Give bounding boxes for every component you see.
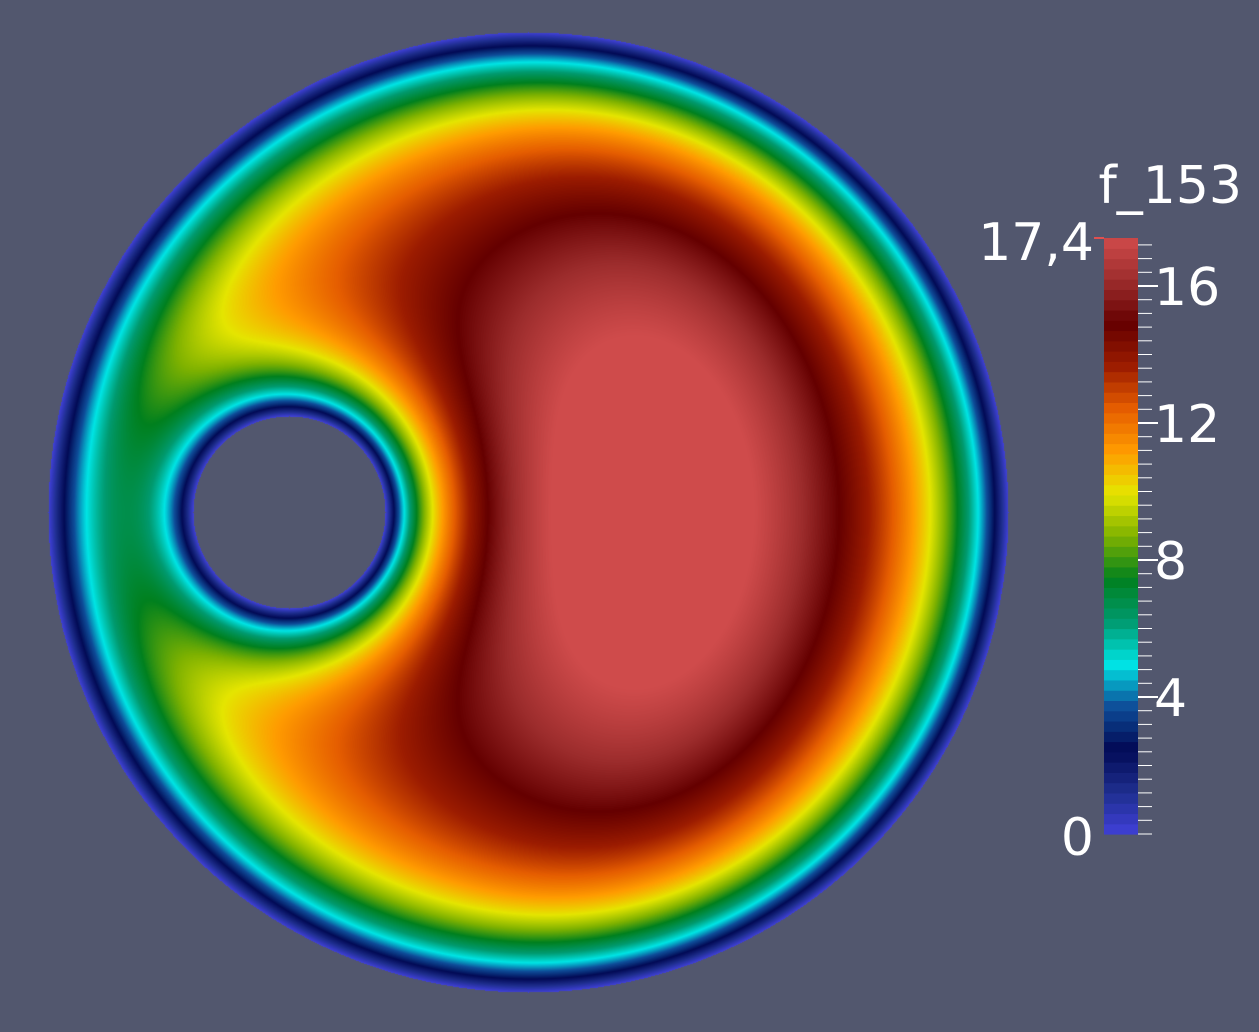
legend-color-band xyxy=(1104,340,1138,352)
legend-color-band xyxy=(1104,299,1138,311)
legend-color-band xyxy=(1104,628,1138,640)
legend-color-band xyxy=(1104,443,1138,455)
legend-color-band xyxy=(1104,566,1138,578)
legend-color-band xyxy=(1104,392,1138,404)
legend-color-band xyxy=(1104,731,1138,743)
legend-color-band xyxy=(1104,577,1138,588)
legend-color-band xyxy=(1104,649,1138,660)
legend-color-bar xyxy=(1104,238,1138,835)
legend-color-band xyxy=(1104,669,1138,681)
legend-color-band xyxy=(1104,361,1138,373)
legend-color-band xyxy=(1104,279,1138,290)
legend-color-band xyxy=(1104,330,1138,342)
legend-tick-label: 8 xyxy=(1154,532,1187,592)
legend-color-band xyxy=(1104,351,1138,362)
legend-max-label: 17,4 xyxy=(978,213,1094,273)
legend-color-band xyxy=(1104,813,1138,825)
legend-color-band xyxy=(1104,268,1138,280)
legend-color-band xyxy=(1104,525,1138,537)
legend-color-band xyxy=(1104,659,1138,671)
legend-color-band xyxy=(1104,679,1138,691)
legend-color-band xyxy=(1104,556,1138,568)
legend-color-band xyxy=(1104,453,1138,465)
legend-color-band xyxy=(1104,720,1138,732)
legend-color-band xyxy=(1104,690,1138,702)
legend-color-band xyxy=(1104,464,1138,475)
legend-color-band xyxy=(1104,823,1138,835)
legend-color-band xyxy=(1104,597,1138,609)
legend-color-band xyxy=(1104,371,1138,383)
legend-color-band xyxy=(1104,381,1138,393)
legend-color-band xyxy=(1104,258,1138,270)
legend-color-band xyxy=(1104,289,1138,301)
legend-color-band xyxy=(1104,587,1138,599)
legend-color-band xyxy=(1104,536,1138,547)
legend-color-band xyxy=(1104,762,1138,773)
legend-color-band xyxy=(1104,792,1138,804)
legend-color-band xyxy=(1104,700,1138,712)
legend-color-band xyxy=(1104,803,1138,815)
legend-color-band xyxy=(1104,320,1138,332)
legend-color-band xyxy=(1104,710,1138,722)
legend-color-band xyxy=(1104,546,1138,558)
legend-color-band xyxy=(1104,638,1138,650)
legend-color-band xyxy=(1104,505,1138,517)
legend-color-band xyxy=(1104,412,1138,424)
legend-color-band xyxy=(1104,484,1138,496)
legend-major-ticks: 16 12 8 4 xyxy=(1138,258,1220,729)
legend-color-band xyxy=(1104,782,1138,794)
legend-min-label: 0 xyxy=(1061,808,1094,868)
legend-color-band xyxy=(1104,751,1138,763)
legend-tick-label: 4 xyxy=(1154,669,1187,729)
legend-color-band xyxy=(1104,474,1138,486)
legend-color-band xyxy=(1104,494,1138,506)
legend-color-band xyxy=(1104,422,1138,434)
legend-color-band xyxy=(1104,248,1138,260)
legend-color-band xyxy=(1104,309,1138,321)
legend-color-band xyxy=(1104,741,1138,753)
legend-color-band xyxy=(1104,772,1138,784)
legend-color-band xyxy=(1104,618,1138,630)
legend-color-band xyxy=(1104,238,1138,249)
legend-title: f_153 xyxy=(1098,156,1242,216)
legend-color-band xyxy=(1104,433,1138,445)
legend-color-band xyxy=(1104,515,1138,527)
legend-tick-label: 12 xyxy=(1154,395,1220,455)
legend-tick-label: 16 xyxy=(1154,258,1220,318)
legend-color-band xyxy=(1104,402,1138,414)
legend-color-band xyxy=(1104,607,1138,619)
legend-minor-ticks xyxy=(1138,244,1152,835)
